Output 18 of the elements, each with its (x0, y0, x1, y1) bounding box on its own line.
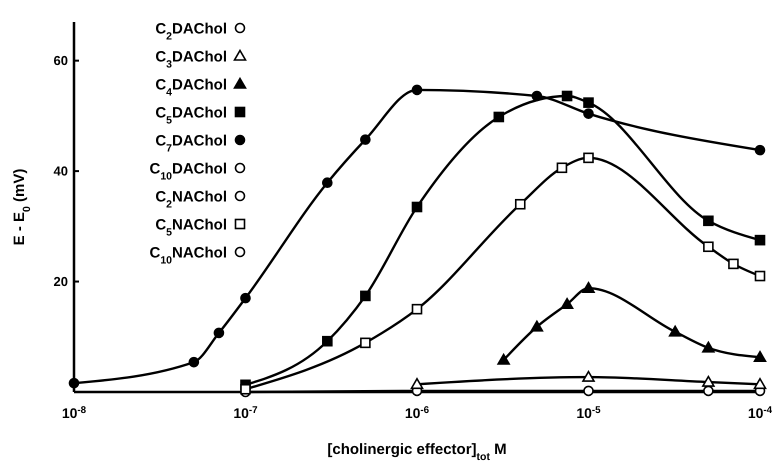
legend-label: C$_{5}$NAChol (155, 216, 227, 238)
x-tick-label: 10$^{-6}$ (404, 404, 430, 421)
legend-label: C$_{10}$NAChol (149, 244, 227, 266)
legend-label: C$_{5}$DAChol (155, 104, 227, 126)
x-tick-label: 10$^{-7}$ (233, 404, 258, 421)
x-tick-label: 10$^{-5}$ (576, 404, 602, 421)
y-tick-label: 20 (54, 274, 68, 290)
x-tick-label: 10$^{-4}$ (748, 404, 773, 421)
x-axis-title: [cholinergic effector]$_{tot}$ M (327, 441, 507, 463)
x-tick-label: 10$^{-8}$ (62, 404, 87, 421)
y-tick-label: 40 (54, 164, 68, 179)
y-tick-label: 60 (54, 53, 68, 68)
legend-label: C$_{2}$NAChol (155, 188, 227, 210)
legend-label: C$_{7}$DAChol (155, 132, 227, 154)
legend-label: C$_{4}$DAChol (155, 76, 227, 98)
legend-label: C$_{3}$DAChol (155, 48, 227, 70)
legend-label: C$_{2}$DAChol (155, 20, 227, 42)
legend-label: C$_{10}$DAChol (149, 160, 227, 182)
